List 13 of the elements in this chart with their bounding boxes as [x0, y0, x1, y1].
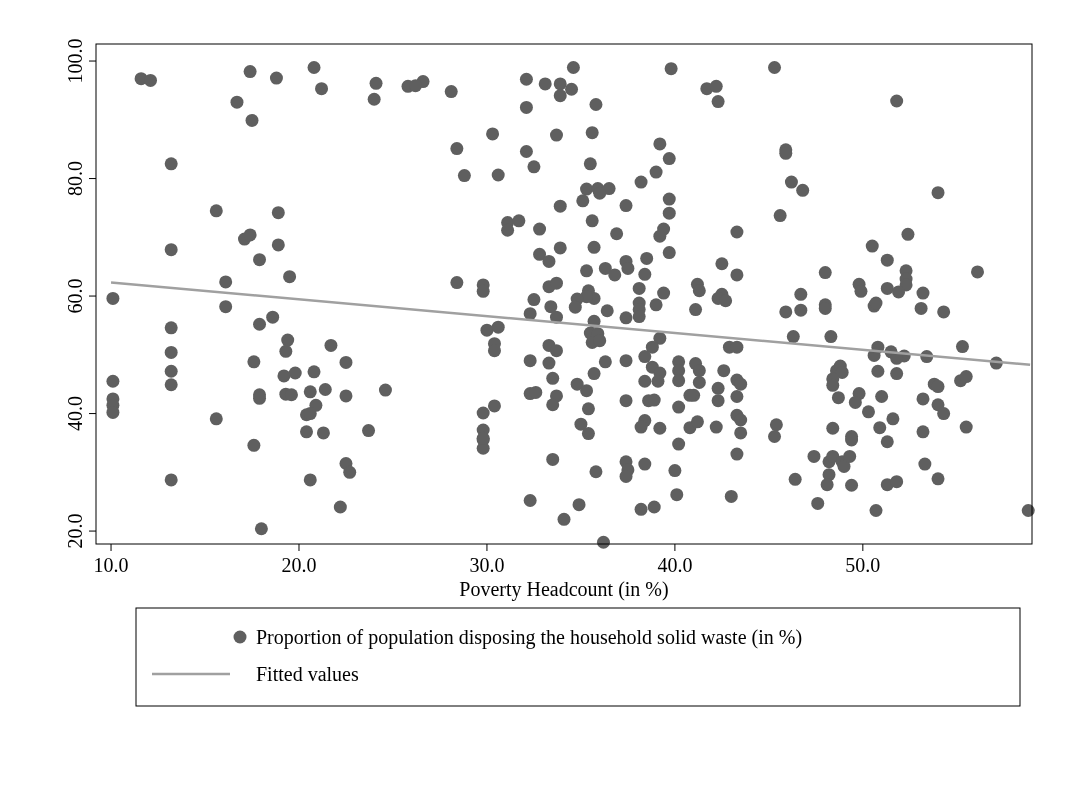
y-tick-label: 100.0: [64, 38, 86, 84]
x-tick-label: 40.0: [657, 554, 693, 576]
legend-label: Proportion of population disposing the household solid waste (in %): [256, 626, 803, 649]
y-tick-label: 60.0: [64, 278, 86, 314]
y-tick-label: 80.0: [64, 161, 86, 197]
x-tick-label: 50.0: [845, 554, 881, 576]
x-tick-label: 10.0: [93, 554, 129, 576]
y-tick-label: 20.0: [64, 513, 86, 549]
x-tick-label: 30.0: [469, 554, 505, 576]
x-axis-title: Poverty Headcount (in %): [459, 578, 669, 601]
x-tick-label: 20.0: [281, 554, 317, 576]
y-tick-label: 40.0: [64, 396, 86, 432]
legend-label: Fitted values: [256, 663, 359, 685]
